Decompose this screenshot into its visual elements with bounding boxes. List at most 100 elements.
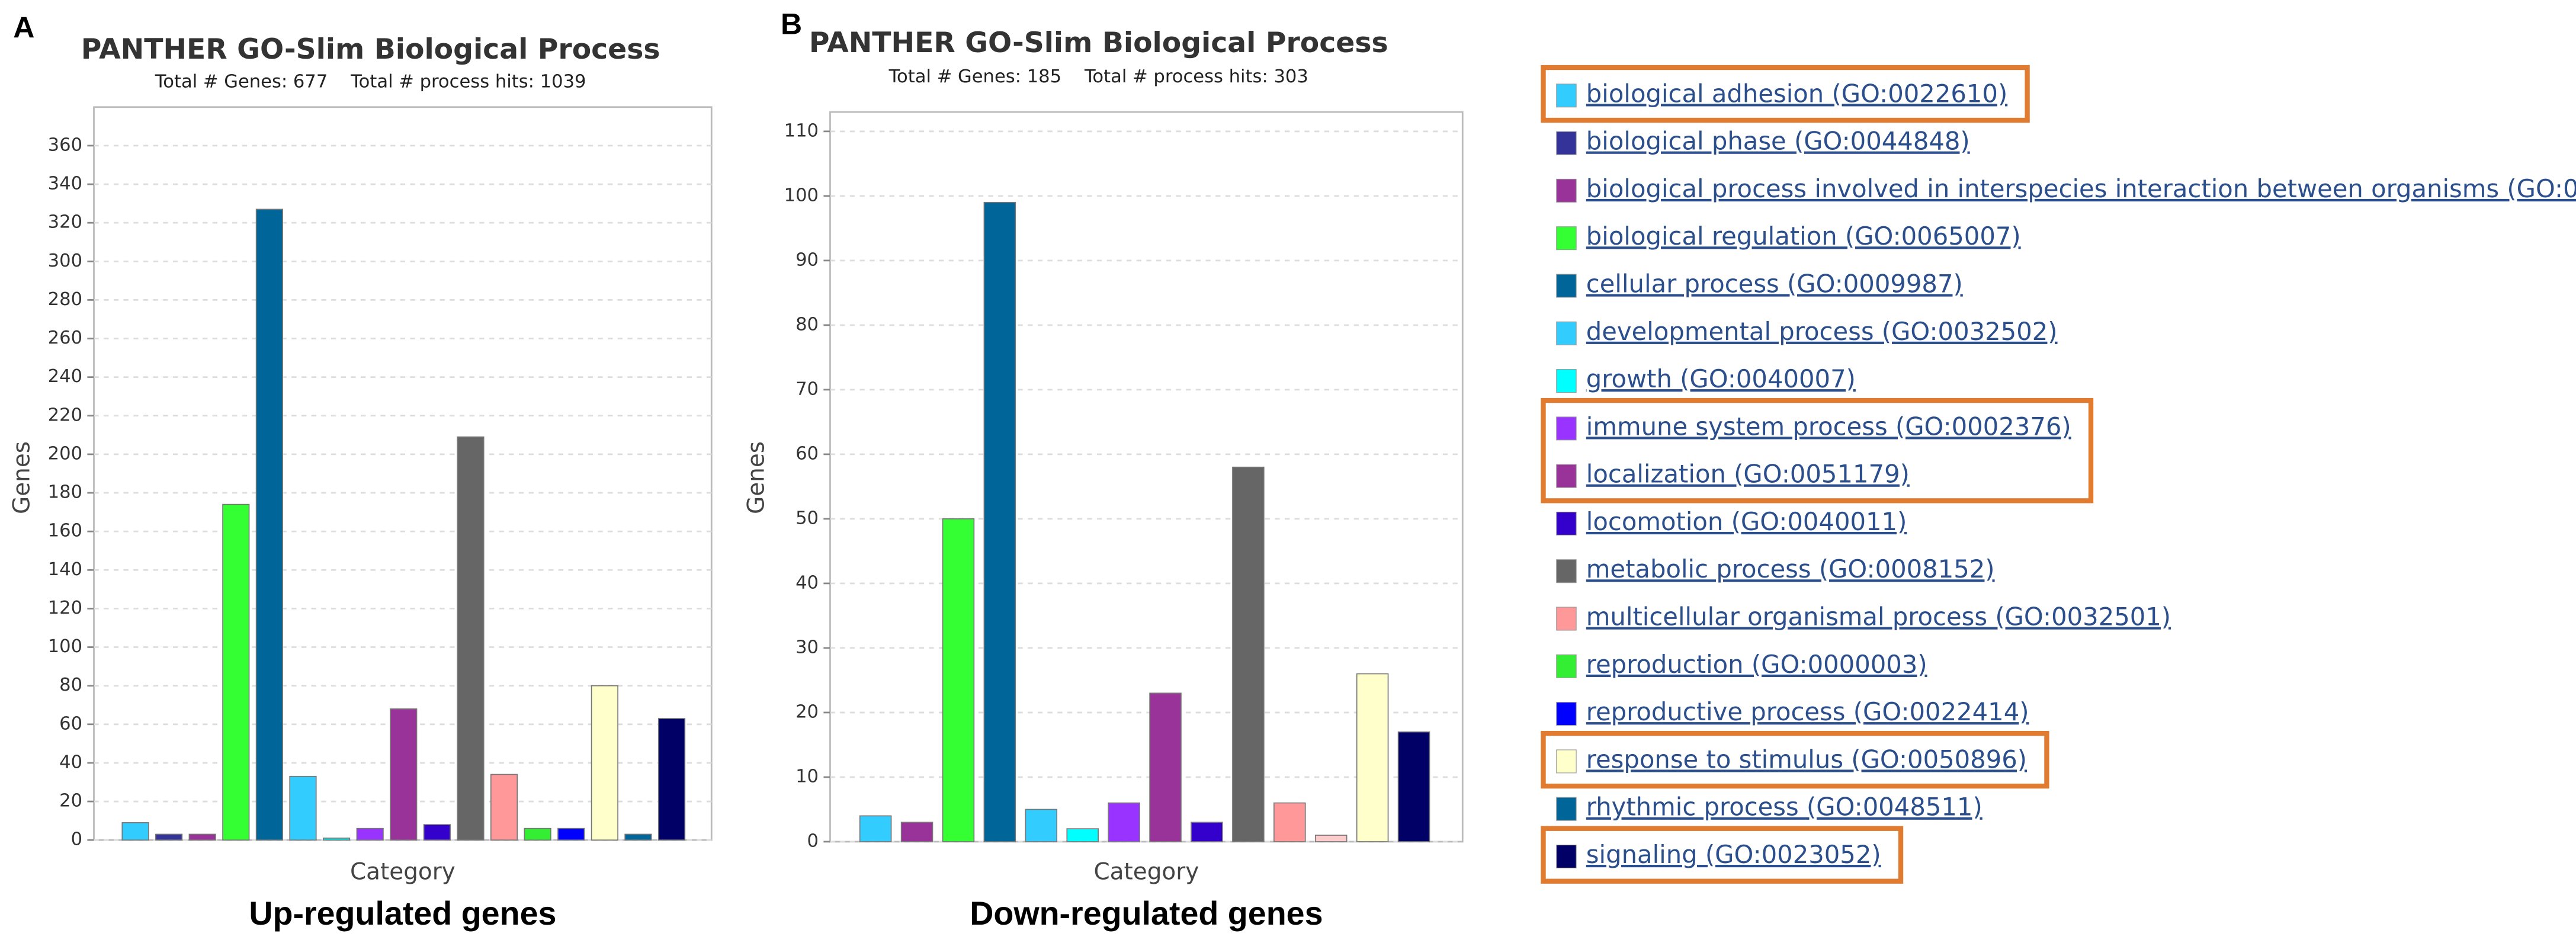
legend-link[interactable]: cellular process (GO:0009987)	[1586, 269, 1963, 298]
legend-link[interactable]: growth (GO:0040007)	[1586, 364, 1856, 393]
legend-swatch	[1556, 797, 1577, 821]
legend-swatch	[1556, 178, 1577, 203]
bar	[524, 827, 551, 841]
bar	[1066, 828, 1099, 842]
legend-link[interactable]: localization (GO:0051179)	[1586, 460, 1910, 489]
bar	[289, 775, 317, 841]
legend-link[interactable]: reproductive process (GO:0022414)	[1586, 697, 2029, 726]
legend-swatch	[1556, 321, 1577, 345]
legend-link[interactable]: biological regulation (GO:0065007)	[1586, 222, 2021, 251]
bar	[423, 824, 451, 841]
legend-swatch	[1556, 702, 1577, 726]
chart-subtitle: Total # Genes: 677 Total # process hits:…	[155, 72, 586, 92]
y-tick-label: 300	[48, 251, 82, 271]
legend-swatch	[1556, 654, 1577, 678]
y-tick-label: 30	[795, 637, 819, 657]
y-tick-label: 20	[59, 791, 82, 812]
legend-swatch	[1556, 749, 1577, 774]
bar	[557, 827, 585, 841]
legend-swatch	[1556, 274, 1577, 298]
legend-link[interactable]: signaling (GO:0023052)	[1586, 840, 1881, 869]
bar	[942, 518, 975, 842]
bar	[356, 827, 384, 841]
y-tick-label: 100	[784, 185, 819, 206]
legend-link[interactable]: biological phase (GO:0044848)	[1586, 127, 1970, 156]
panel-label: A	[13, 11, 34, 44]
legend-swatch	[1556, 511, 1577, 535]
y-tick-label: 360	[48, 134, 82, 155]
legend-swatch	[1556, 844, 1577, 869]
y-tick-label: 40	[795, 572, 819, 593]
chart-caption: Up-regulated genes	[249, 895, 556, 932]
y-tick-label: 220	[48, 405, 82, 425]
y-axis-label: Genes	[743, 441, 770, 514]
legend-link[interactable]: developmental process (GO:0032502)	[1586, 317, 2058, 346]
y-tick-label: 110	[784, 120, 819, 141]
bar	[155, 833, 183, 841]
legend-link[interactable]: immune system process (GO:0002376)	[1586, 412, 2071, 441]
bar	[1149, 692, 1182, 842]
bar	[1397, 731, 1430, 842]
y-tick-label: 60	[795, 443, 819, 464]
legend-link[interactable]: rhythmic process (GO:0048511)	[1586, 793, 1982, 822]
bar	[1232, 466, 1265, 842]
y-tick-label: 200	[48, 443, 82, 464]
y-tick-label: 0	[71, 829, 82, 850]
bar	[222, 503, 250, 841]
y-tick-label: 90	[795, 249, 819, 270]
y-tick-label: 120	[48, 598, 82, 618]
y-tick-label: 70	[795, 379, 819, 399]
y-tick-label: 180	[48, 482, 82, 503]
bar	[390, 708, 418, 841]
chart-title: PANTHER GO-Slim Biological Process	[81, 33, 660, 66]
legend-swatch	[1556, 416, 1577, 441]
bar	[624, 833, 652, 841]
bar	[121, 822, 149, 841]
chart-subtitle: Total # Genes: 185 Total # process hits:…	[888, 66, 1308, 87]
legend-swatch	[1556, 131, 1577, 155]
panel-label: B	[781, 8, 802, 41]
y-tick-label: 260	[48, 328, 82, 348]
legend-swatch	[1556, 369, 1577, 393]
y-tick-label: 80	[795, 314, 819, 335]
bar	[1273, 802, 1306, 842]
bar	[1314, 835, 1348, 842]
legend-swatch	[1556, 84, 1577, 108]
highlight-box	[1541, 730, 2049, 789]
bar	[983, 201, 1016, 842]
y-tick-label: 20	[795, 701, 819, 722]
bar	[1108, 802, 1140, 842]
y-tick-label: 240	[48, 366, 82, 387]
y-tick-label: 320	[48, 212, 82, 233]
legend-link[interactable]: multicellular organismal process (GO:003…	[1586, 602, 2171, 631]
y-tick-label: 0	[807, 830, 819, 851]
legend-link[interactable]: biological process involved in interspec…	[1586, 174, 2576, 203]
bar	[188, 833, 216, 841]
legend-swatch	[1556, 607, 1577, 631]
legend-link[interactable]: locomotion (GO:0040011)	[1586, 507, 1907, 536]
y-tick-label: 340	[48, 174, 82, 194]
x-axis-label: Category	[350, 858, 455, 885]
highlight-box	[1541, 826, 1904, 884]
y-tick-label: 10	[795, 766, 819, 787]
bar	[591, 685, 618, 841]
highlight-box	[1541, 397, 2094, 503]
chart-title: PANTHER GO-Slim Biological Process	[809, 27, 1388, 59]
legend-link[interactable]: response to stimulus (GO:0050896)	[1586, 745, 2027, 774]
bar	[657, 718, 686, 841]
legend-link[interactable]: biological adhesion (GO:0022610)	[1586, 79, 2007, 108]
y-tick-label: 50	[795, 508, 819, 528]
legend-swatch	[1556, 559, 1577, 583]
y-tick-label: 60	[59, 713, 82, 734]
bar	[490, 774, 518, 841]
legend-link[interactable]: metabolic process (GO:0008152)	[1586, 554, 1995, 583]
y-tick-label: 80	[59, 675, 82, 695]
legend-link[interactable]: reproduction (GO:0000003)	[1586, 650, 1927, 679]
x-axis-label: Category	[1094, 858, 1199, 885]
y-tick-label: 160	[48, 521, 82, 541]
bar	[1191, 822, 1223, 842]
bar	[859, 815, 892, 842]
bar	[900, 822, 933, 842]
